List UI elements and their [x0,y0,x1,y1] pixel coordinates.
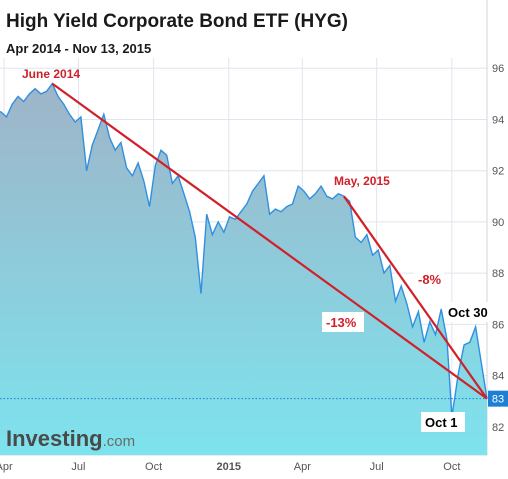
annotation-may-2015: May, 2015 [334,174,390,188]
y-tick-label: 88 [492,268,504,280]
annotation-bg-minus-8 [414,270,444,288]
price-area [0,83,487,455]
trend-lines [51,82,488,400]
investing-logo: Investing.com [6,426,135,451]
y-tick-label: 92 [492,166,504,178]
y-tick-label: 96 [492,63,504,75]
price-line [0,82,488,417]
x-tick-label: Apr [294,461,311,473]
y-tick-label: 94 [492,114,504,126]
axis-ticks: 82 84 86 88 90 92 94 96 Apr Jul Oct 2015 Apr Jul Oct [0,63,504,473]
svg-text:Investing.com: Investing.com [6,426,135,451]
y-tick-label: 82 [492,422,504,434]
y-tick-label: 84 [492,371,504,383]
annotation-minus-13: -13% [326,315,357,330]
trend-line [343,195,488,400]
chart-title: High Yield Corporate Bond ETF (HYG) [6,11,348,32]
annotation-bg-minus-13 [322,312,364,332]
trend-line [51,82,488,400]
last-value-label: 83 [492,394,504,406]
annotation-bg-oct-1 [421,412,465,432]
logo-text: Investing [6,426,103,451]
annotation-june-2014: June 2014 [22,67,80,81]
annotation-bg-oct-30 [445,302,493,322]
last-value-badge [488,390,508,407]
last-value: 83 [0,390,508,407]
x-tick-label: Apr [0,461,13,473]
x-tick-label: 2015 [217,461,241,473]
annotation-oct-30: Oct 30 [448,305,488,320]
x-tick-label: Jul [370,461,384,473]
x-tick-label: Oct [145,461,162,473]
chart-subtitle: Apr 2014 - Nov 13, 2015 [6,41,151,56]
annotation-oct-1: Oct 1 [425,415,458,430]
x-tick-label: Oct [443,461,460,473]
y-tick-label: 90 [492,217,504,229]
logo-suffix: .com [103,433,136,450]
annotation-minus-8: -8% [418,272,442,287]
y-tick-label: 86 [492,319,504,331]
x-tick-label: Jul [71,461,85,473]
